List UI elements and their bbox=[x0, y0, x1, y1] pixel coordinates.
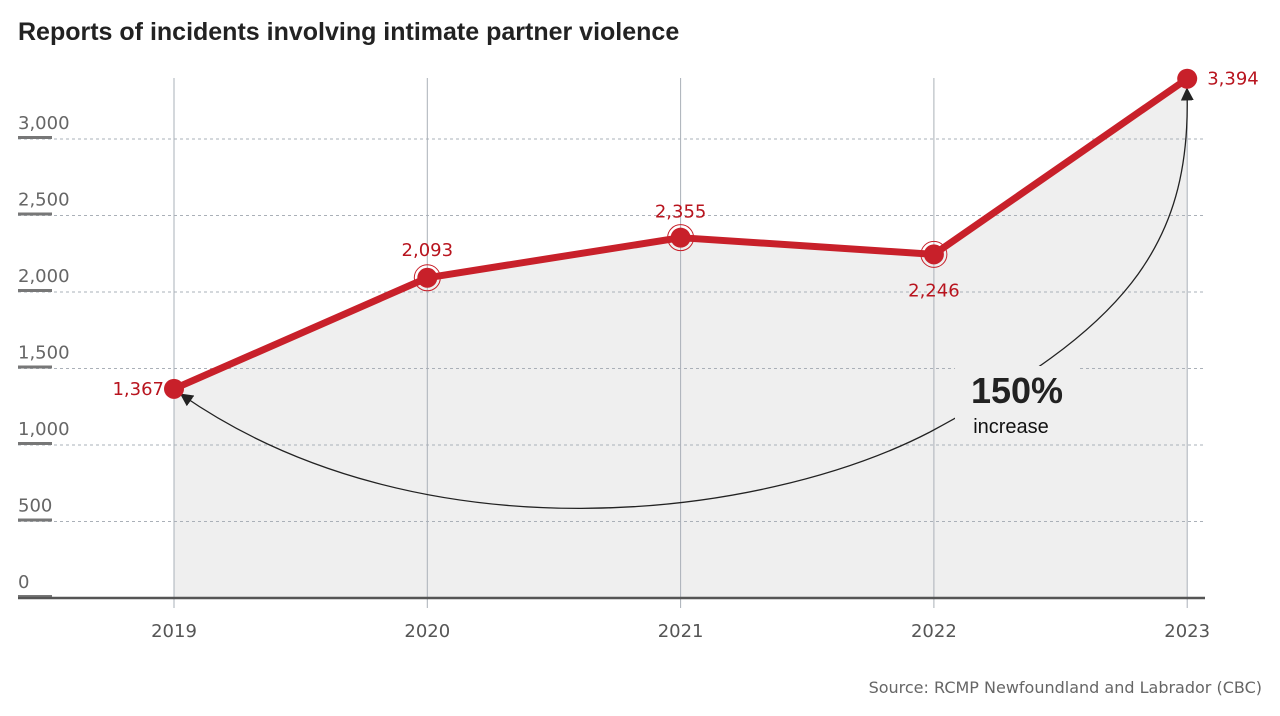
y-tick-mark bbox=[18, 595, 52, 598]
annotation-bg bbox=[955, 366, 1080, 440]
y-tick-label: 1,000 bbox=[18, 419, 70, 440]
x-tick-label: 2020 bbox=[404, 621, 450, 642]
y-tick-label: 2,500 bbox=[18, 190, 70, 211]
data-point bbox=[164, 378, 184, 399]
y-tick-label: 0 bbox=[18, 572, 29, 593]
data-label: 2,355 bbox=[655, 202, 707, 223]
y-tick-label: 3,000 bbox=[18, 113, 70, 134]
arrow-to-2019 bbox=[179, 393, 931, 509]
data-point-ring bbox=[667, 224, 695, 252]
data-point bbox=[1177, 68, 1198, 89]
y-tick-mark bbox=[18, 365, 52, 369]
data-point-ring bbox=[920, 240, 948, 268]
y-tick-mark bbox=[18, 136, 52, 139]
data-point bbox=[417, 267, 438, 288]
x-tick-label: 2021 bbox=[658, 621, 704, 642]
data-point-ring bbox=[413, 264, 441, 292]
y-tick-label: 2,000 bbox=[18, 266, 70, 287]
y-tick-mark bbox=[18, 442, 52, 445]
chart-title: Reports of incidents involving intimate … bbox=[18, 18, 680, 46]
x-tick-label: 2022 bbox=[911, 621, 957, 642]
source-note: Source: RCMP Newfoundland and Labrador (… bbox=[868, 678, 1262, 697]
data-point bbox=[670, 227, 691, 248]
y-tick-label: 500 bbox=[18, 496, 52, 517]
y-tick-mark bbox=[18, 518, 52, 522]
y-tick-label: 1,500 bbox=[18, 343, 70, 364]
annotation-value: 150% bbox=[971, 370, 1063, 411]
y-tick-mark bbox=[18, 212, 52, 216]
x-tick-label: 2023 bbox=[1164, 621, 1210, 642]
x-tick-label: 2019 bbox=[151, 621, 197, 642]
annotation-text: increase bbox=[973, 416, 1049, 438]
data-point bbox=[923, 244, 944, 265]
data-label: 3,394 bbox=[1207, 69, 1259, 90]
data-label: 1,367 bbox=[112, 379, 164, 400]
data-label: 2,246 bbox=[908, 280, 960, 301]
data-label: 2,093 bbox=[402, 240, 454, 261]
y-tick-mark bbox=[18, 289, 52, 292]
